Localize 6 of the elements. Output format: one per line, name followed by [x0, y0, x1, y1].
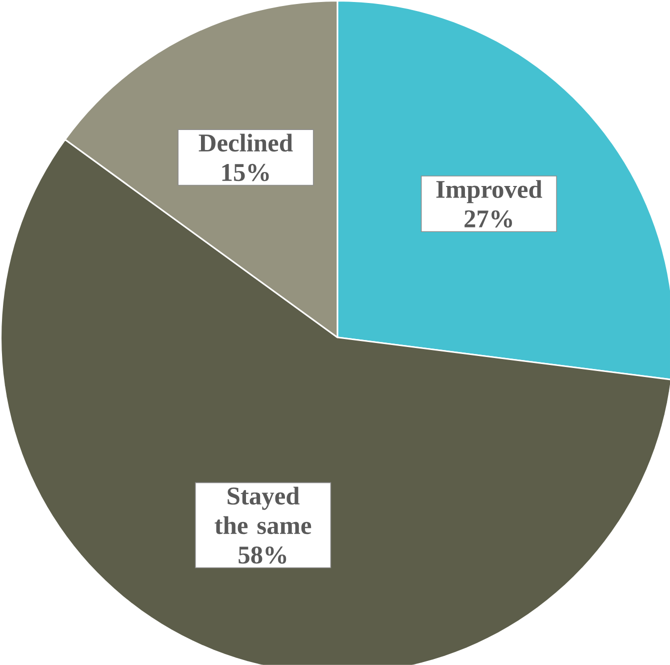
slice-label: Stayed the same	[214, 486, 312, 534]
data-label: 15%	[222, 164, 269, 182]
data-label: 58%	[238, 546, 286, 564]
slice-label: Declined	[198, 134, 293, 152]
slice-label: Improved	[436, 180, 542, 204]
data-label: 27%	[464, 210, 512, 228]
